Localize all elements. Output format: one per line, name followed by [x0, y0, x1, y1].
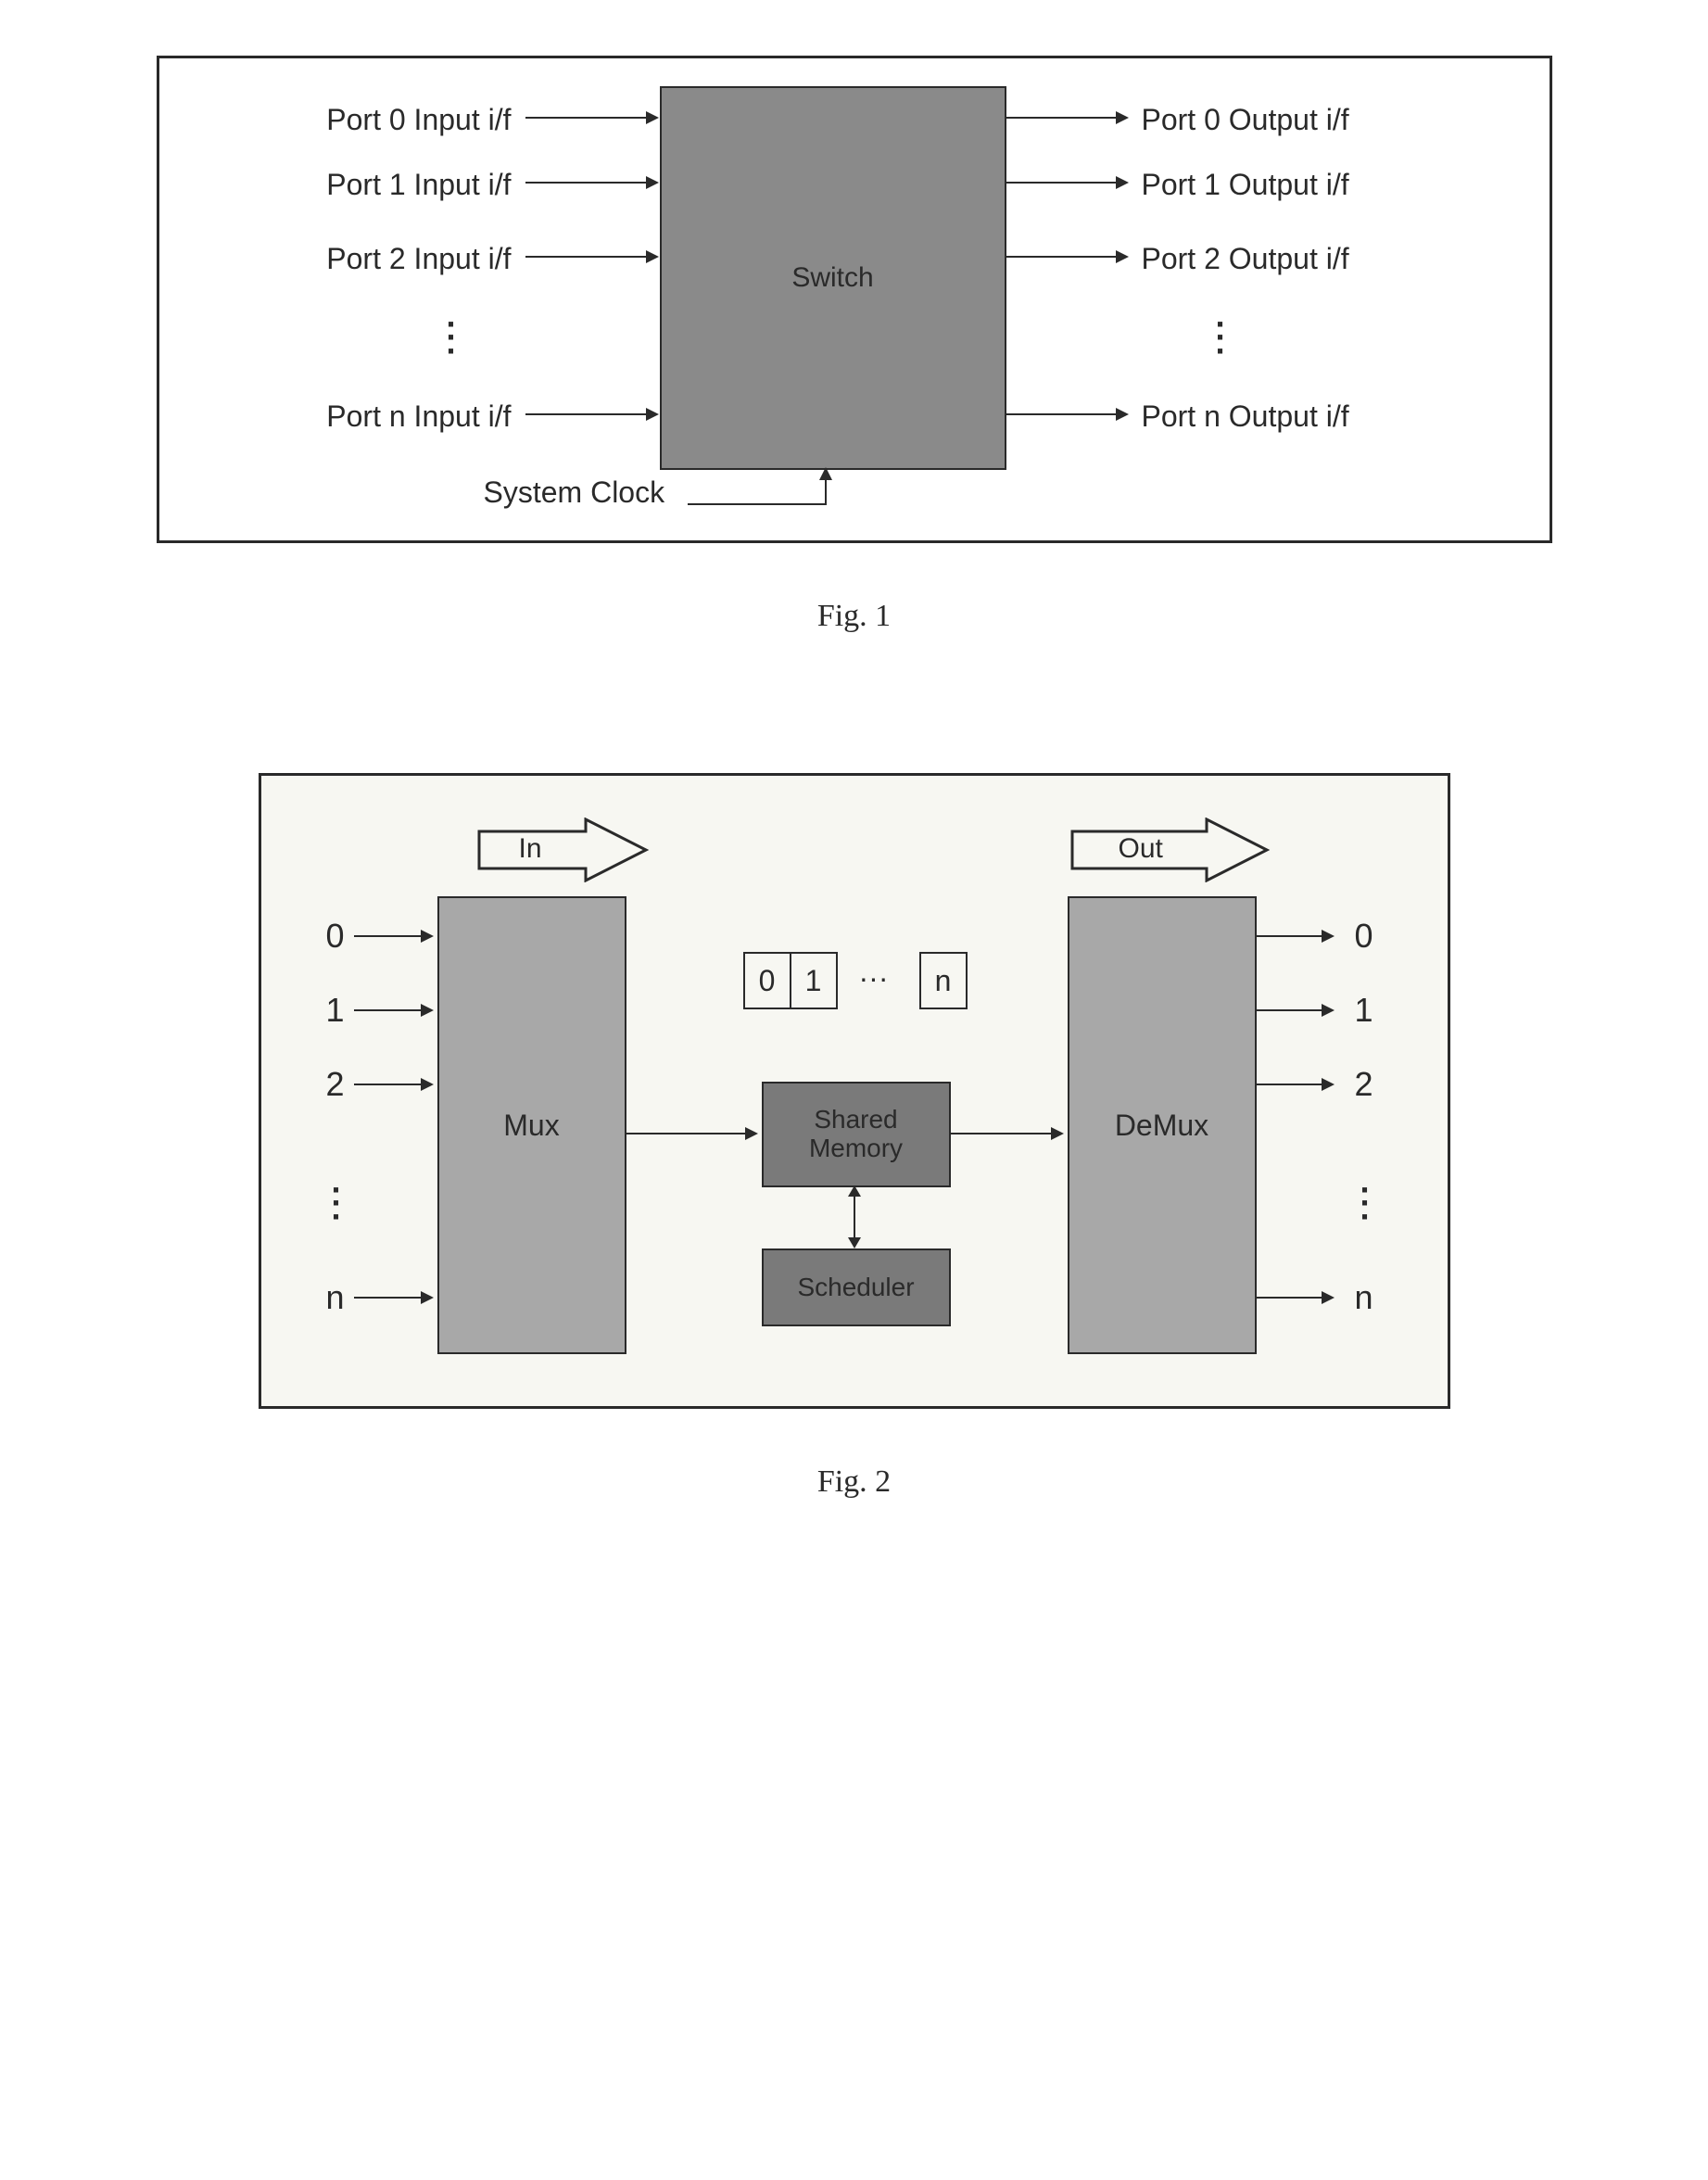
in-vdots: ··· — [332, 1184, 343, 1223]
out-arrow-2-head — [1322, 1078, 1335, 1091]
out-arrow-0 — [1255, 935, 1322, 937]
out-num-n: n — [1355, 1278, 1373, 1317]
fig1-caption: Fig. 1 — [57, 599, 1651, 634]
out-arrow-n-head — [1322, 1291, 1335, 1304]
in-arrow-n-head — [421, 1291, 434, 1304]
arrow-out-n — [1005, 413, 1116, 415]
arrow-in-n-head — [646, 408, 659, 421]
arrow-in-2-head — [646, 250, 659, 263]
out-arrow-1 — [1255, 1009, 1322, 1011]
sysclk-line-h — [688, 503, 827, 505]
out-arrow-0-head — [1322, 930, 1335, 943]
out-vdots: ··· — [1360, 1184, 1372, 1223]
mux-block: Mux — [437, 896, 626, 1354]
arrow-out-2-head — [1116, 250, 1129, 263]
arrow-out-2 — [1005, 256, 1116, 258]
out-arrow-icon — [1068, 818, 1272, 882]
slot-box-n: n — [919, 952, 968, 1009]
slot-box-0: 0 — [743, 952, 791, 1009]
in-arrow-1-head — [421, 1004, 434, 1017]
demux-label: DeMux — [1115, 1109, 1208, 1143]
port2-input-label: Port 2 Input i/f — [271, 242, 512, 276]
mux-to-mem-head — [745, 1127, 758, 1140]
arrow-in-1 — [525, 182, 646, 184]
scheduler-label: Scheduler — [797, 1273, 914, 1302]
in-arrow-0-head — [421, 930, 434, 943]
portn-output-label: Port n Output i/f — [1142, 399, 1420, 434]
demux-block: DeMux — [1068, 896, 1257, 1354]
fig1-box: Switch Port 0 Input i/f Port 1 Input i/f… — [157, 56, 1552, 543]
arrow-out-1-head — [1116, 176, 1129, 189]
slot-box-1: 1 — [790, 952, 838, 1009]
in-arrow-1 — [354, 1009, 421, 1011]
out-num-0: 0 — [1355, 917, 1373, 956]
vdots-right: ··· — [1216, 318, 1227, 358]
switch-block: Switch — [660, 86, 1006, 470]
system-clock-label: System Clock — [484, 475, 665, 510]
arrow-in-0-head — [646, 111, 659, 124]
out-arrow-n — [1255, 1297, 1322, 1299]
scheduler-block: Scheduler — [762, 1248, 951, 1326]
arrow-out-0-head — [1116, 111, 1129, 124]
vdots-left: ··· — [447, 318, 458, 358]
out-arrow-1-head — [1322, 1004, 1335, 1017]
port1-input-label: Port 1 Input i/f — [271, 168, 512, 202]
fig2-caption: Fig. 2 — [57, 1464, 1651, 1500]
in-num-n: n — [326, 1278, 345, 1317]
switch-label: Switch — [791, 262, 873, 294]
in-num-0: 0 — [326, 917, 345, 956]
shared-memory-block: Shared Memory — [762, 1082, 951, 1187]
in-arrow-icon — [474, 818, 651, 882]
slot-hdots: ··· — [859, 961, 889, 995]
fig2-box: In Out Mux DeMux 0 1 ··· n Shared Memory… — [259, 773, 1450, 1409]
arrow-out-n-head — [1116, 408, 1129, 421]
sysclk-line-v — [825, 480, 827, 505]
portn-input-label: Port n Input i/f — [271, 399, 512, 434]
in-num-1: 1 — [326, 991, 345, 1030]
arrow-out-0 — [1005, 117, 1116, 119]
arrow-in-0 — [525, 117, 646, 119]
out-arrow-label: Out — [1119, 833, 1163, 865]
in-arrow-2 — [354, 1084, 421, 1085]
port2-output-label: Port 2 Output i/f — [1142, 242, 1420, 276]
mux-to-mem-line — [625, 1133, 745, 1134]
port1-output-label: Port 1 Output i/f — [1142, 168, 1420, 202]
in-arrow-n — [354, 1297, 421, 1299]
arrow-in-1-head — [646, 176, 659, 189]
figure-container: Switch Port 0 Input i/f Port 1 Input i/f… — [57, 56, 1651, 1500]
out-num-1: 1 — [1355, 991, 1373, 1030]
arrow-out-1 — [1005, 182, 1116, 184]
out-num-2: 2 — [1355, 1065, 1373, 1104]
mem-sched-double-arrow — [848, 1185, 861, 1253]
port0-output-label: Port 0 Output i/f — [1142, 103, 1420, 137]
mem-to-demux-head — [1051, 1127, 1064, 1140]
mem-to-demux-line — [949, 1133, 1051, 1134]
in-arrow-0 — [354, 935, 421, 937]
mux-label: Mux — [503, 1109, 559, 1143]
arrow-in-n — [525, 413, 646, 415]
shared-memory-label: Shared Memory — [809, 1106, 903, 1163]
in-arrow-label: In — [519, 833, 542, 865]
port0-input-label: Port 0 Input i/f — [271, 103, 512, 137]
out-arrow-2 — [1255, 1084, 1322, 1085]
in-arrow-2-head — [421, 1078, 434, 1091]
arrow-in-2 — [525, 256, 646, 258]
in-num-2: 2 — [326, 1065, 345, 1104]
sysclk-arrow-head — [819, 467, 832, 480]
